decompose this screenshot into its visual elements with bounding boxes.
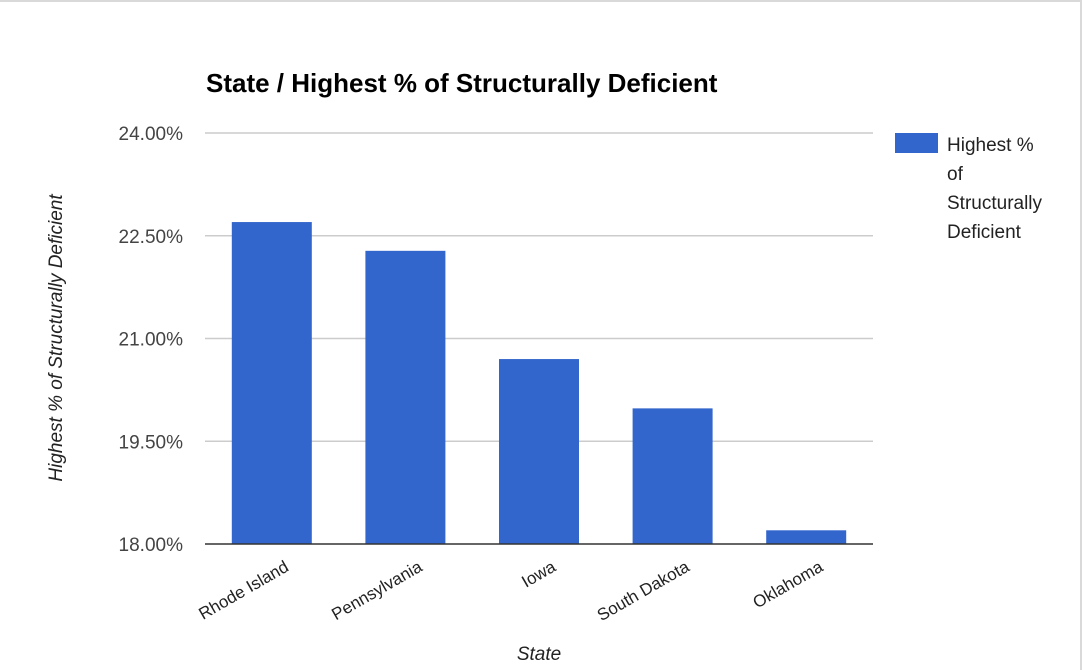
y-axis-title: Highest % of Structurally Deficient [46,194,67,482]
y-tick-label: 22.50% [119,227,184,248]
y-tick-label: 21.00% [119,330,184,351]
x-tick-label: Pennsylvania [328,557,426,624]
x-tick-label: Rhode Island [196,557,292,624]
bar [231,222,312,545]
bar [632,408,713,544]
x-tick-label: South Dakota [594,557,693,625]
legend-label: Highest % of Structurally Deficient [947,135,1043,243]
bar [766,530,847,544]
y-axis-tick-labels: 24.00% 22.50% 21.00% 19.50% 18.00% [119,124,184,556]
bar [499,359,579,544]
x-tick-label: Iowa [518,557,559,592]
chart-title: State / Highest % of Structurally Defici… [206,68,718,98]
x-tick-label: Oklahoma [750,557,827,612]
y-tick-label: 18.00% [119,535,184,556]
x-axis-title: State [517,644,561,665]
x-axis-category-labels: Rhode Island Pennsylvania Iowa South Dakota… [196,557,827,625]
bars [231,222,847,545]
legend: Highest % of Structurally Deficient [895,133,1043,243]
y-tick-label: 24.00% [119,124,184,145]
y-tick-label: 19.50% [119,432,184,453]
bar [365,250,446,544]
legend-swatch [895,133,938,153]
